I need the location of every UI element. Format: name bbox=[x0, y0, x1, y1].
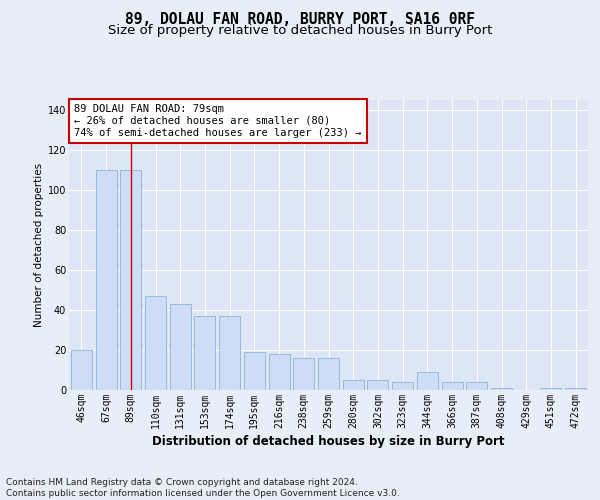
Bar bbox=[170, 304, 191, 390]
Bar bbox=[244, 352, 265, 390]
Bar bbox=[269, 354, 290, 390]
Bar bbox=[71, 350, 92, 390]
Bar bbox=[293, 358, 314, 390]
Bar bbox=[95, 170, 116, 390]
X-axis label: Distribution of detached houses by size in Burry Port: Distribution of detached houses by size … bbox=[152, 435, 505, 448]
Text: 89 DOLAU FAN ROAD: 79sqm
← 26% of detached houses are smaller (80)
74% of semi-d: 89 DOLAU FAN ROAD: 79sqm ← 26% of detach… bbox=[74, 104, 362, 138]
Bar bbox=[442, 382, 463, 390]
Bar bbox=[318, 358, 339, 390]
Bar bbox=[120, 170, 141, 390]
Text: Size of property relative to detached houses in Burry Port: Size of property relative to detached ho… bbox=[108, 24, 492, 37]
Bar bbox=[491, 388, 512, 390]
Bar bbox=[541, 388, 562, 390]
Bar bbox=[145, 296, 166, 390]
Bar bbox=[343, 380, 364, 390]
Bar bbox=[466, 382, 487, 390]
Text: 89, DOLAU FAN ROAD, BURRY PORT, SA16 0RF: 89, DOLAU FAN ROAD, BURRY PORT, SA16 0RF bbox=[125, 12, 475, 28]
Bar bbox=[219, 316, 240, 390]
Bar bbox=[367, 380, 388, 390]
Bar bbox=[565, 388, 586, 390]
Bar bbox=[392, 382, 413, 390]
Y-axis label: Number of detached properties: Number of detached properties bbox=[34, 163, 44, 327]
Text: Contains HM Land Registry data © Crown copyright and database right 2024.
Contai: Contains HM Land Registry data © Crown c… bbox=[6, 478, 400, 498]
Bar bbox=[194, 316, 215, 390]
Bar bbox=[417, 372, 438, 390]
